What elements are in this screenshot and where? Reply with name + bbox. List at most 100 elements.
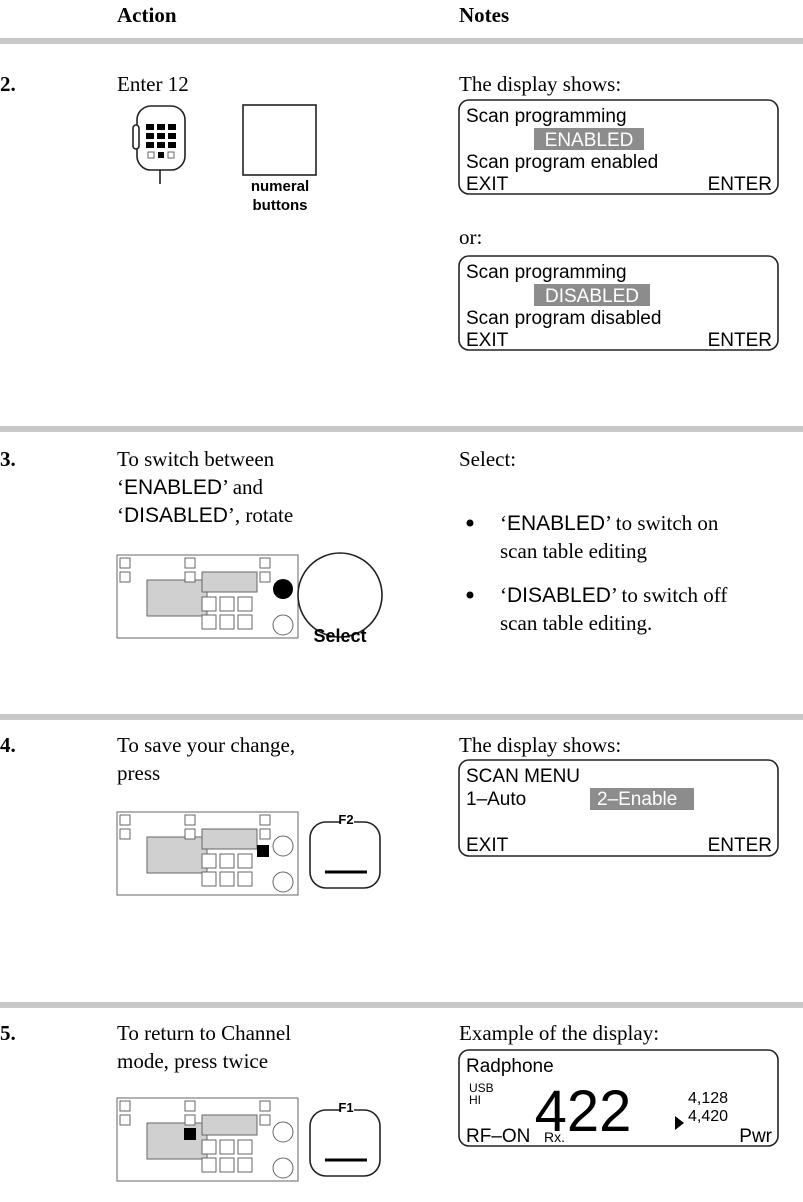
- panel-part: [259, 557, 271, 569]
- bullet-text: ‘ENABLED’ to switch on: [500, 511, 719, 535]
- soft-key: ENTER: [708, 174, 772, 195]
- panel-part: [219, 614, 235, 630]
- separator: [0, 1002, 803, 1008]
- numeral-buttons-box: [242, 104, 317, 176]
- display-highlight: DISABLED: [545, 286, 639, 307]
- microphone-icon: [132, 105, 186, 184]
- function-key: F1: [309, 1100, 381, 1177]
- key-label: F1: [338, 1100, 353, 1115]
- soft-key: ENTER: [708, 835, 772, 856]
- panel-part: [184, 1128, 196, 1140]
- panel-part: [237, 614, 253, 630]
- panel-part: [272, 1121, 294, 1143]
- panel-part: [201, 871, 217, 887]
- notes-text: The display shows:: [459, 733, 621, 757]
- separator: [0, 714, 803, 720]
- image-label: numeral: [251, 178, 309, 195]
- panel-part: [219, 871, 235, 887]
- display-line: Radphone: [466, 1056, 554, 1077]
- panel-part: [259, 1114, 271, 1126]
- panel-part: [259, 814, 271, 826]
- channel-number: 422: [535, 1079, 632, 1144]
- action-text: To save your change,: [117, 733, 295, 757]
- panel-part: [201, 1157, 217, 1173]
- select-knob: [297, 552, 383, 638]
- radio-panel: [116, 554, 299, 639]
- panel-part: [237, 1157, 253, 1173]
- panel-part: [272, 871, 294, 893]
- panel-part: [119, 1100, 131, 1112]
- display: SCAN MENU 1–Auto 2–Enable EXIT ENTER: [458, 759, 779, 857]
- indicator: [675, 1116, 684, 1130]
- panel-part: [340, 816, 354, 830]
- panel-part: [272, 614, 294, 636]
- display: Scan programming DISABLED Scan program d…: [458, 255, 779, 351]
- knob-label: Select: [313, 626, 366, 646]
- radio-panel: [116, 811, 299, 896]
- action-text: To switch between: [117, 447, 275, 471]
- panel-part: [219, 853, 235, 869]
- panel-part: [184, 557, 196, 569]
- display-small: USB: [469, 1081, 494, 1095]
- panel-part: [119, 571, 131, 583]
- step-number: 3.: [0, 447, 16, 471]
- frequency: 4,128: [688, 1090, 728, 1107]
- panel-part: [237, 871, 253, 887]
- panel-part: [219, 1157, 235, 1173]
- action-text: To return to Channel: [117, 1021, 291, 1045]
- notes-text: Example of the display:: [459, 1021, 659, 1045]
- panel-part: [146, 836, 208, 874]
- bullet: [466, 591, 474, 599]
- panel-part: [201, 596, 217, 612]
- soft-key: Pwr: [739, 1126, 772, 1147]
- panel-part: [184, 814, 196, 826]
- action-text: ‘ENABLED’ and: [117, 475, 264, 499]
- action-text: Enter 12: [117, 72, 189, 96]
- display-line: Scan programming: [466, 262, 627, 283]
- panel-part: [184, 828, 196, 840]
- display-small: HI: [469, 1093, 481, 1107]
- action-text: ‘DISABLED’, rotate: [117, 503, 293, 527]
- display-line: 1–Auto: [466, 789, 526, 810]
- panel-part: [119, 557, 131, 569]
- separator: [0, 38, 803, 44]
- panel-part: [119, 828, 131, 840]
- soft-key: ENTER: [708, 330, 772, 351]
- bullet-text: scan table editing: [500, 539, 647, 563]
- panel-part: [219, 596, 235, 612]
- function-key: F2: [309, 812, 381, 889]
- frequency: 4,420: [688, 1108, 728, 1125]
- step-number: 4.: [0, 733, 16, 757]
- panel-part: [272, 1157, 294, 1179]
- panel-part: [272, 835, 294, 857]
- panel-part: [237, 1139, 253, 1155]
- display-line: Scan programming: [466, 106, 627, 127]
- notes-text: The display shows:: [459, 72, 621, 96]
- panel-part: [146, 1122, 208, 1160]
- panel-part: [184, 571, 196, 583]
- column-header: Action: [117, 3, 177, 27]
- panel-part: [201, 853, 217, 869]
- key-label: F2: [338, 812, 353, 827]
- panel-part: [259, 828, 271, 840]
- step-number: 5.: [0, 1021, 16, 1045]
- panel-part: [257, 845, 269, 857]
- panel-part: [309, 1109, 381, 1177]
- display-line: SCAN MENU: [466, 766, 580, 787]
- panel-part: [201, 571, 258, 593]
- display-highlight: 2–Enable: [597, 789, 677, 810]
- status: RF–ON: [466, 1126, 530, 1147]
- panel-part: [119, 814, 131, 826]
- action-text: press: [117, 761, 160, 785]
- panel-part: [259, 1100, 271, 1112]
- step-number: 2.: [0, 72, 16, 96]
- display-line: Scan program disabled: [466, 308, 661, 329]
- panel-part: [219, 1139, 235, 1155]
- panel-part: [119, 1114, 131, 1126]
- panel-part: [309, 821, 381, 889]
- display-line: Scan program enabled: [466, 152, 658, 173]
- panel-part: [184, 1114, 196, 1126]
- panel-part: [201, 828, 258, 850]
- column-header: Notes: [459, 3, 509, 27]
